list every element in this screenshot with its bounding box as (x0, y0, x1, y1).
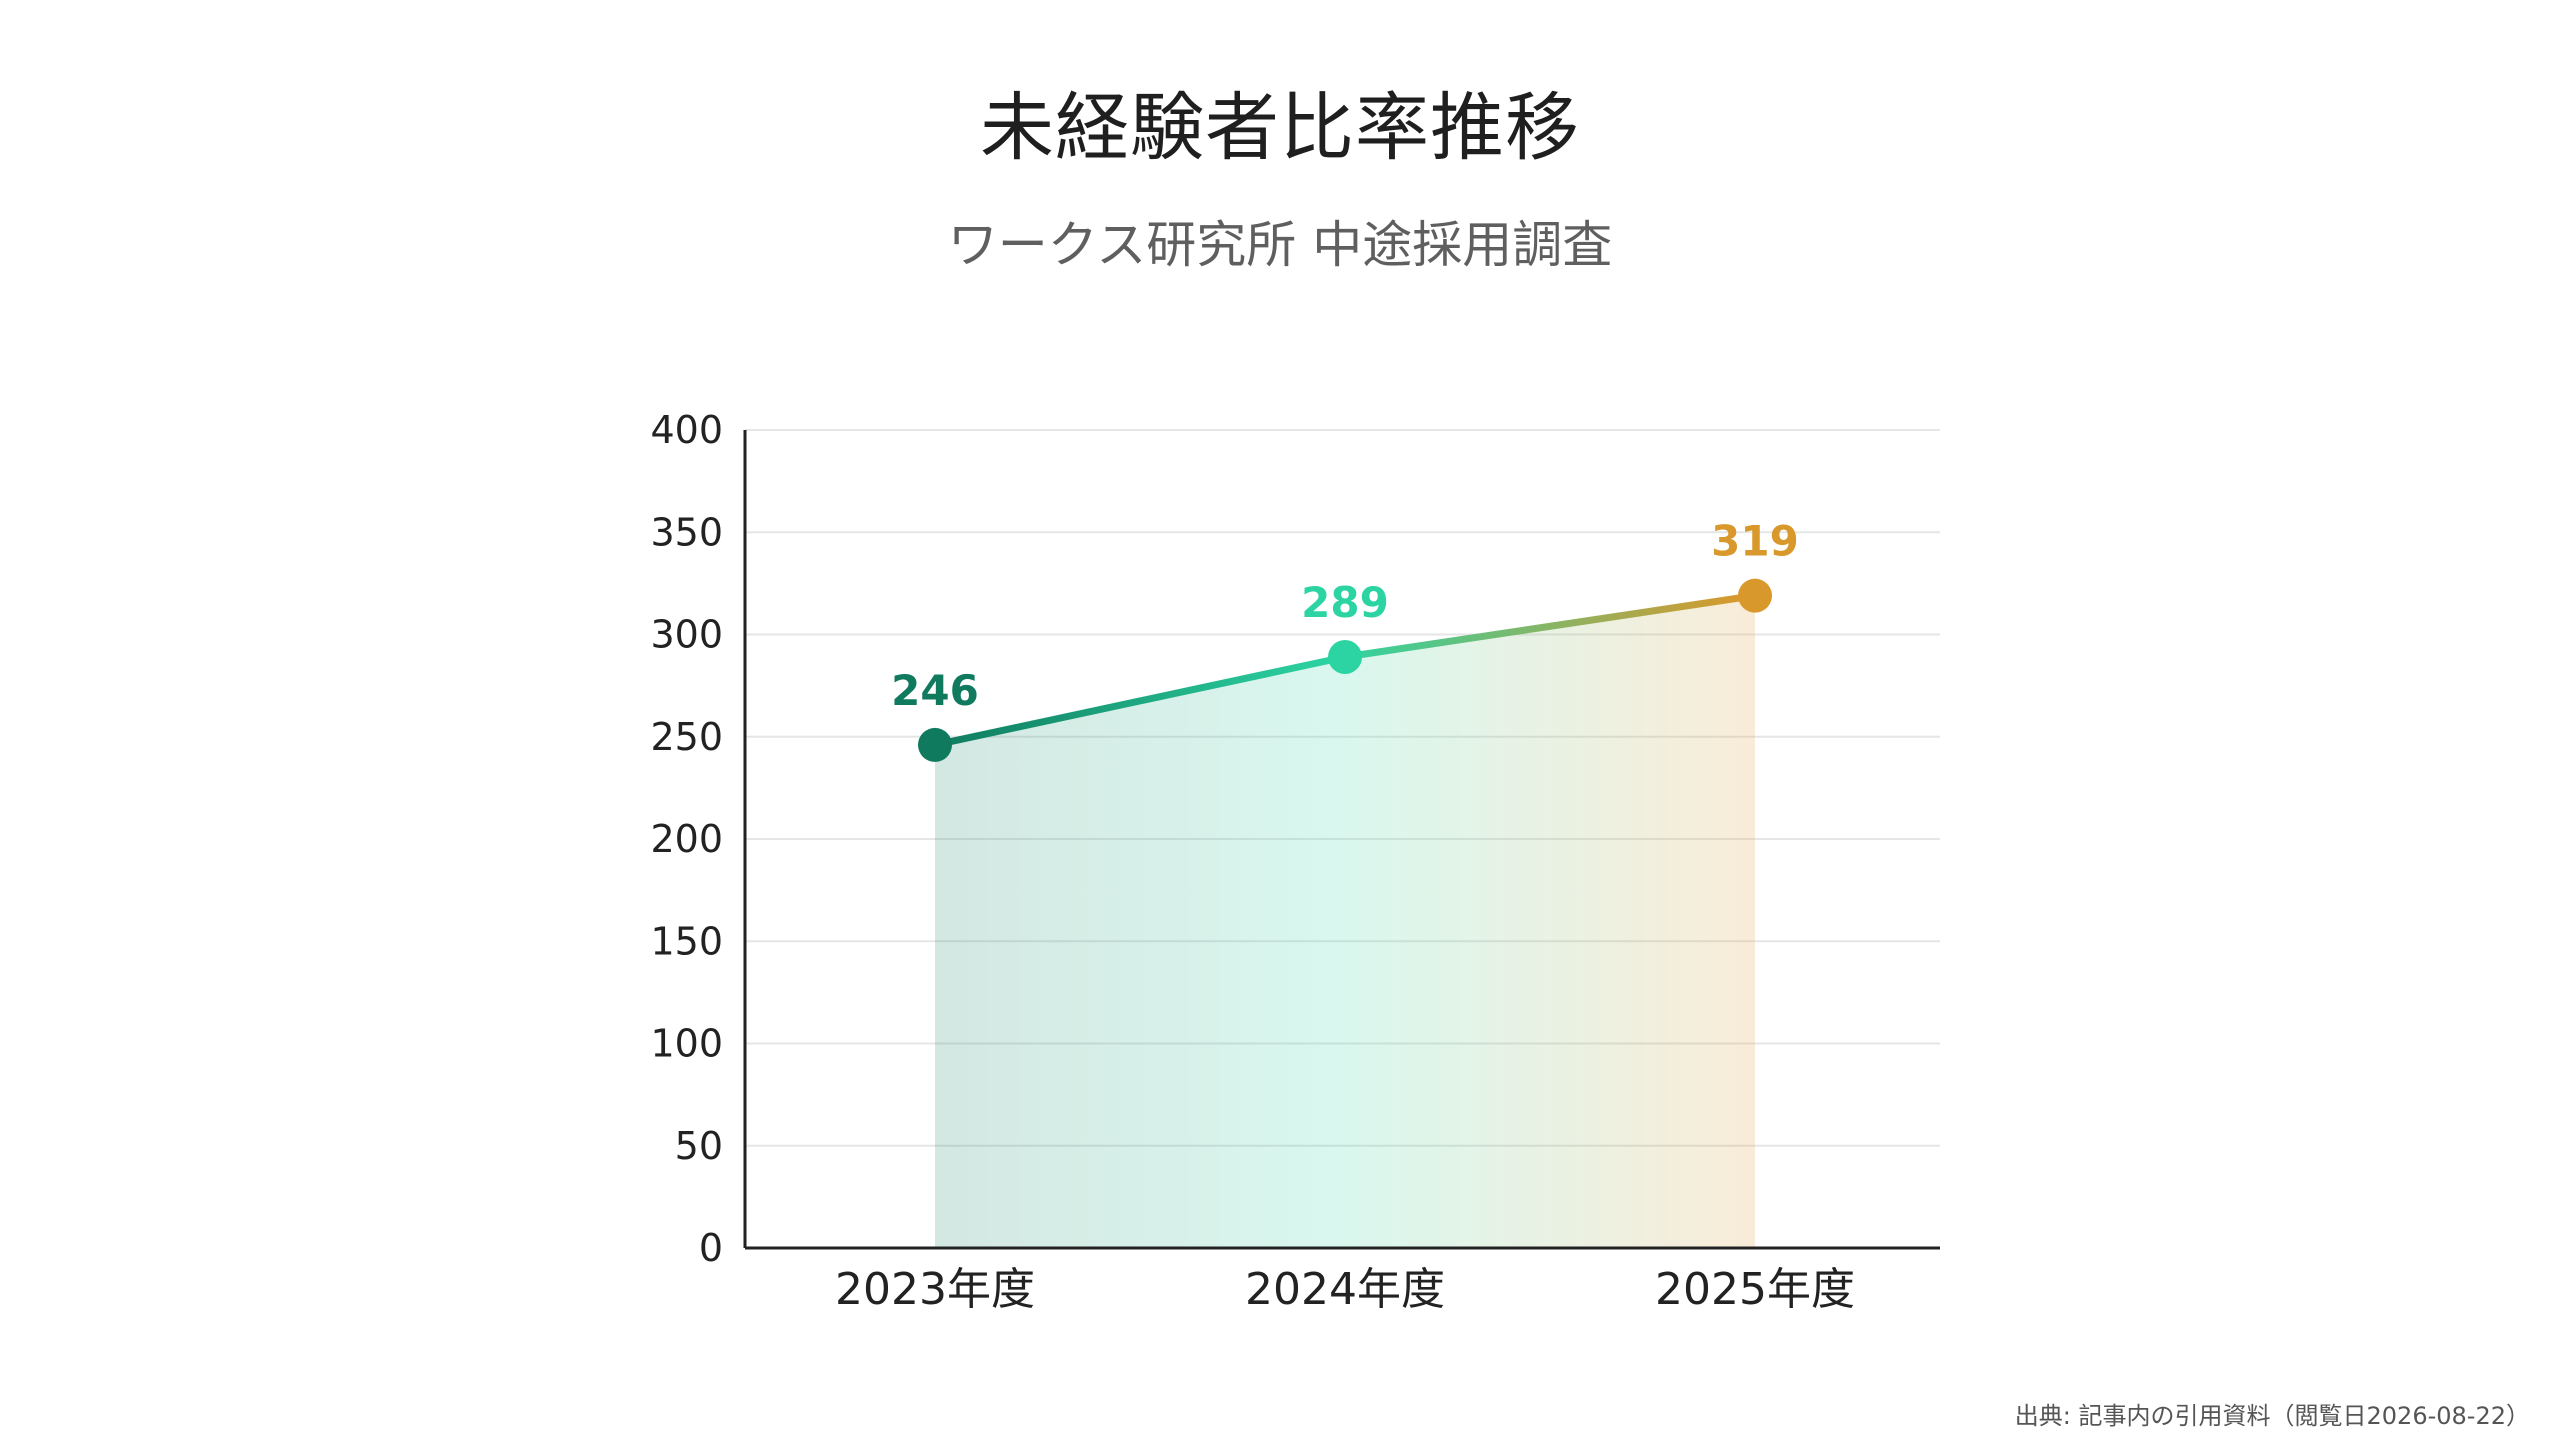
data-label: 246 (891, 666, 979, 715)
data-points (918, 578, 1772, 762)
area-fill (935, 595, 1755, 1248)
data-point (1738, 578, 1772, 613)
y-tick-label: 200 (650, 817, 723, 861)
axes (743, 430, 1940, 1250)
x-axis-ticks: 2023年度 2024年度 2025年度 (835, 1264, 1855, 1315)
y-tick-label: 300 (650, 613, 723, 657)
y-tick-label: 250 (650, 715, 723, 759)
x-tick-label: 2024年度 (1245, 1264, 1445, 1315)
y-tick-label: 0 (699, 1226, 723, 1270)
y-tick-label: 150 (650, 919, 723, 963)
data-labels: 246 289 319 (891, 517, 1799, 715)
x-tick-label: 2023年度 (835, 1264, 1035, 1315)
chart-subtitle: ワークス研究所 中途採用調査 (947, 216, 1613, 274)
y-tick-label: 400 (650, 408, 723, 452)
data-label: 319 (1711, 517, 1799, 566)
y-tick-label: 350 (650, 510, 723, 554)
data-point (1328, 639, 1362, 674)
source-note: 出典: 記事内の引用資料（閲覧日2026-08-22） (2014, 1402, 2530, 1430)
data-label: 289 (1301, 578, 1389, 627)
chart-title: 未経験者比率推移 (980, 85, 1580, 171)
y-tick-label: 50 (675, 1124, 723, 1168)
area-under-line (935, 595, 1755, 1248)
y-axis-ticks: 0 50 100 150 200 250 300 350 400 (650, 408, 723, 1270)
x-tick-label: 2025年度 (1655, 1264, 1855, 1315)
data-point (918, 727, 952, 762)
y-tick-label: 100 (650, 1022, 723, 1066)
